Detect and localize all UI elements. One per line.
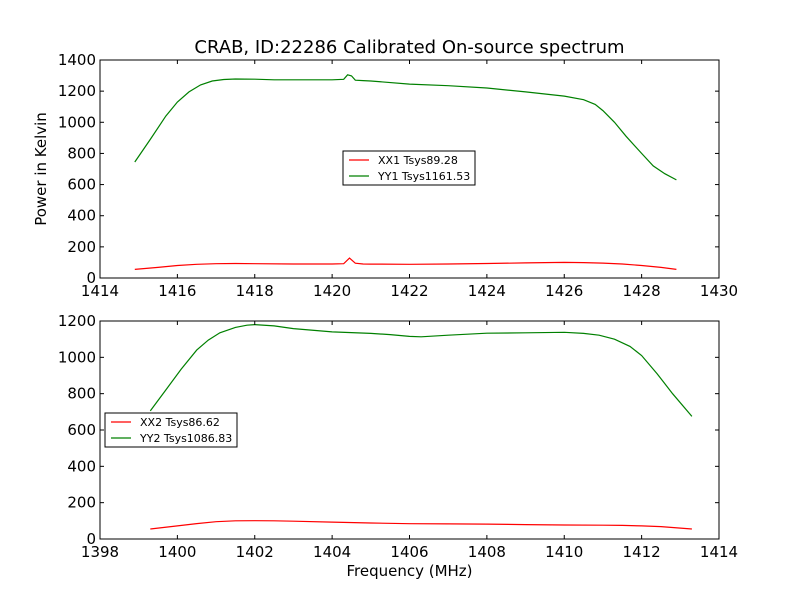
y-tick-label: 800 [67, 385, 96, 403]
y-tick-label: 600 [67, 421, 96, 439]
y-tick-label: 0 [86, 530, 96, 548]
series-line-2 [150, 325, 692, 417]
x-tick-label: 1412 [623, 543, 661, 561]
y-tick-label: 1400 [58, 51, 96, 69]
y-tick-label: 400 [67, 207, 96, 225]
y-tick-label: 600 [67, 176, 96, 194]
x-tick-label: 1406 [390, 543, 428, 561]
chart-title: CRAB, ID:22286 Calibrated On-source spec… [194, 37, 624, 58]
legend: XX1 Tsys89.28 YY1 Tsys1161.53 [343, 151, 475, 185]
x-tick-label: 1430 [700, 282, 738, 300]
x-tick-label: 1414 [700, 543, 738, 561]
y-tick-label: 1200 [58, 82, 96, 100]
x-tick-label: 1428 [623, 282, 661, 300]
y-tick-label: 200 [67, 238, 96, 256]
legend-entry: YY2 Tsys1086.83 [139, 432, 232, 445]
plot-1: CRAB, ID:22286 Calibrated On-source spec… [32, 37, 738, 300]
series-line-1 [150, 521, 692, 529]
x-tick-label: 1424 [468, 282, 506, 300]
legend-entry: XX1 Tsys89.28 [378, 154, 458, 167]
x-tick-label: 1418 [236, 282, 274, 300]
y-tick-label: 0 [86, 269, 96, 287]
x-tick-label: 1404 [313, 543, 351, 561]
x-axis-label: Frequency (MHz) [346, 562, 472, 580]
x-tick-label: 1408 [468, 543, 506, 561]
x-tick-label: 1420 [313, 282, 351, 300]
x-tick-label: 1400 [158, 543, 196, 561]
x-tick-label: 1422 [390, 282, 428, 300]
legend-entry: XX2 Tsys86.62 [140, 416, 220, 429]
y-tick-label: 1000 [58, 113, 96, 131]
x-tick-label: 1416 [158, 282, 196, 300]
y-tick-label: 200 [67, 494, 96, 512]
y-tick-label: 400 [67, 457, 96, 475]
y-tick-label: 1000 [58, 348, 96, 366]
x-tick-label: 1402 [236, 543, 274, 561]
x-tick-label: 1426 [545, 282, 583, 300]
legend: XX2 Tsys86.62 YY2 Tsys1086.83 [105, 413, 237, 447]
y-tick-label: 1200 [58, 312, 96, 330]
series-line-1 [135, 258, 677, 269]
plot-2: Frequency (MHz)1398 1400 1402 1404 1406 1408 1… [58, 312, 738, 580]
y-tick-label: 800 [67, 144, 96, 162]
x-tick-label: 1410 [545, 543, 583, 561]
legend-entry: YY1 Tsys1161.53 [377, 170, 470, 183]
y-axis-label: Power in Kelvin [32, 112, 50, 226]
